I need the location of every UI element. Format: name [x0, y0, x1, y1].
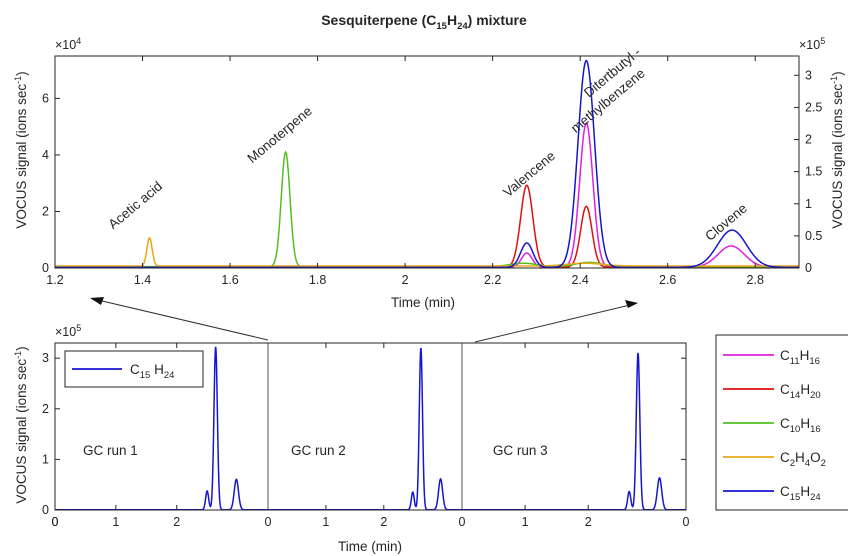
top-xtick-label: 2.4	[571, 273, 588, 287]
bottom-ylabel: VOCUS signal (ions sec-1)	[13, 346, 29, 503]
bottom-xtick-label: 0	[459, 515, 466, 529]
top-xlabel: Time (min)	[391, 295, 455, 310]
top-xtick-label: 1.8	[309, 273, 326, 287]
top-ytick-right-label: 1	[805, 197, 812, 211]
top-xtick-label: 2	[402, 273, 409, 287]
top-ytick-right-label: 3	[805, 68, 812, 82]
bottom-ytick-label: 3	[42, 351, 49, 365]
title-mid: H	[447, 12, 457, 28]
top-series-C2H4O2	[55, 236, 799, 267]
top-right-multiplier: ×105	[799, 36, 825, 52]
bottom-xlabel: Time (min)	[338, 539, 402, 554]
top-plot: 1.2 1.4 1.6 1.8 2 2.2 2.4 2.6 2.8 0 2 4 6 0 0.5 1 1.5 2 2.…	[42, 44, 822, 287]
legend-label-4: C15H24	[780, 484, 821, 503]
top-ytick-left-label: 6	[42, 91, 49, 105]
title-sub2: 24	[457, 21, 468, 32]
bottom-legend-label: C15 H24	[130, 362, 174, 381]
bottom-xtick-label: 1	[112, 515, 119, 529]
zoom-arrow-left	[97, 299, 269, 341]
top-plot-area	[55, 56, 799, 268]
top-left-multiplier: ×104	[55, 36, 81, 52]
legend-label-3: C2H4O2	[780, 450, 826, 469]
bottom-ytick-label: 2	[42, 402, 49, 416]
zoom-arrow-right	[474, 304, 631, 343]
zoom-arrows	[90, 297, 638, 343]
title-main: Sesquiterpene (C	[321, 12, 436, 28]
bottom-ytick-label: 1	[42, 452, 49, 466]
top-series-C15H24	[55, 59, 799, 269]
bottom-legend: C15 H24	[64, 350, 204, 388]
title-sub1: 15	[436, 21, 447, 32]
right-legend: C11H16 C14H20 C10H16 C2H4O2 C15H24	[715, 334, 848, 511]
top-ytick-left-label: 4	[42, 148, 49, 162]
title-tail: ) mixture	[468, 12, 527, 28]
gc-run-label: GC run 2	[291, 443, 346, 458]
top-chart-title: Sesquiterpene (C15H24) mixture	[321, 12, 527, 32]
top-xtick-label: 1.2	[46, 273, 63, 287]
top-xtick-label: 2.6	[659, 273, 676, 287]
gc-run-label: GC run 1	[83, 443, 138, 458]
top-ytick-right-label: 0.5	[805, 229, 822, 243]
legend-label-1: C14H20	[780, 382, 821, 401]
top-ytick-left-label: 2	[42, 204, 49, 218]
bottom-xtick-label: 0	[265, 515, 272, 529]
zoom-arrowhead-right	[625, 300, 638, 308]
bottom-xtick-label: 2	[173, 515, 180, 529]
bottom-frame	[54, 342, 687, 511]
top-ytick-right-label: 0	[805, 261, 812, 275]
bottom-xtick-label: 0	[683, 515, 690, 529]
top-ytick-right-label: 2	[805, 133, 812, 147]
gc-run-label: GC run 3	[493, 443, 548, 458]
bottom-ytick-label: 0	[42, 503, 49, 517]
top-ytick-right-label: 1.5	[805, 165, 822, 179]
top-xtick-label: 1.6	[221, 273, 238, 287]
legend-label-2: C10H16	[780, 416, 821, 435]
legend-label-0: C11H16	[780, 348, 820, 367]
bottom-xtick-label: 1	[522, 515, 529, 529]
top-xtick-label: 2.8	[747, 273, 764, 287]
top-ytick-right-label: 2.5	[805, 100, 822, 114]
bottom-xtick-label: 2	[380, 515, 387, 529]
top-ylabel-left: VOCUS signal (ions sec-1)	[13, 71, 29, 228]
bottom-xtick-label: 0	[52, 515, 59, 529]
top-xtick-label: 1.4	[134, 273, 151, 287]
top-frame	[54, 55, 800, 269]
top-xtick-label: 2.2	[484, 273, 501, 287]
zoom-arrowhead-left	[90, 297, 104, 305]
bottom-xtick-label: 1	[322, 515, 329, 529]
bottom-multiplier: ×105	[55, 323, 81, 339]
top-ylabel-right: VOCUS signal (ions sec-1)	[829, 71, 845, 228]
top-ytick-left-label: 0	[42, 261, 49, 275]
bottom-xtick-label: 0	[52, 515, 59, 529]
bottom-xtick-label: 2	[585, 515, 592, 529]
